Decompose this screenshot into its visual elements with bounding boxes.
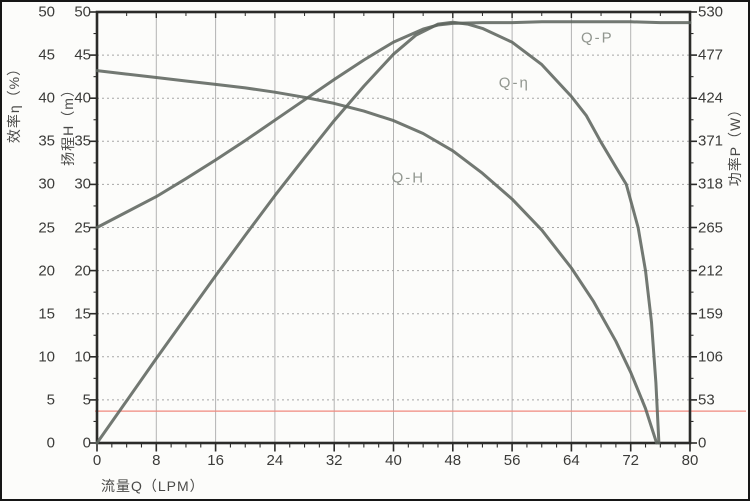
- left-axis-title-efficiency: 效率η（%）: [6, 60, 22, 144]
- efficiency-tick-label: 10: [38, 348, 55, 366]
- power-tick-label: 477: [698, 46, 724, 64]
- head-tick-label: 30: [74, 175, 91, 193]
- power-tick-label: 424: [698, 89, 724, 107]
- efficiency-tick-label: 5: [46, 391, 55, 409]
- curve-Q-η: [95, 20, 661, 445]
- head-tick-label: 25: [74, 219, 91, 236]
- power-tick-label: 265: [698, 219, 724, 236]
- head-tick-label: 35: [74, 132, 91, 150]
- curve-label-Q-H: Q-H: [391, 169, 426, 187]
- power-tick-label: 53: [698, 391, 715, 409]
- efficiency-tick-label: 15: [38, 305, 55, 323]
- curve-Q-P: [95, 20, 692, 229]
- efficiency-tick-label: 40: [38, 89, 55, 107]
- x-tick-label: 64: [563, 452, 580, 469]
- power-tick-label: 212: [698, 262, 724, 280]
- x-axis-title: 流量Q（LPM）: [101, 478, 205, 494]
- efficiency-tick-label: 30: [38, 175, 55, 193]
- head-tick-label: 45: [74, 46, 91, 64]
- x-tick-label: 72: [622, 452, 640, 469]
- x-tick-label: 16: [207, 452, 224, 469]
- curves: [95, 20, 692, 445]
- efficiency-tick-label: 25: [38, 219, 55, 236]
- efficiency-tick-label: 45: [38, 46, 55, 64]
- axis-ticks: [90, 11, 697, 452]
- x-tick-label: 56: [503, 452, 521, 469]
- efficiency-tick-label: 35: [38, 132, 55, 150]
- x-tick-label: 32: [325, 452, 343, 469]
- head-tick-label: 10: [74, 348, 91, 366]
- x-tick-label: 48: [444, 452, 462, 469]
- curve-label-Q-η: Q-η: [498, 74, 530, 92]
- power-tick-label: 318: [698, 175, 724, 193]
- power-tick-label: 371: [698, 132, 724, 150]
- head-tick-label: 5: [82, 391, 91, 409]
- efficiency-tick-label: 0: [46, 434, 55, 452]
- power-tick-label: 159: [698, 305, 724, 323]
- efficiency-tick-label: 50: [38, 3, 55, 21]
- head-tick-label: 0: [82, 434, 91, 452]
- power-tick-label: 106: [698, 348, 724, 366]
- power-tick-label: 530: [698, 3, 724, 21]
- head-tick-label: 40: [74, 89, 91, 107]
- x-tick-label: 24: [266, 452, 284, 469]
- head-tick-label: 50: [74, 3, 91, 21]
- x-tick-label: 8: [152, 452, 161, 469]
- x-tick-label: 0: [92, 452, 102, 469]
- head-tick-label: 20: [74, 262, 91, 280]
- power-tick-label: 0: [698, 434, 707, 452]
- head-tick-label: 15: [74, 305, 91, 323]
- curve-Q-H: [95, 69, 659, 445]
- x-tick-label: 80: [681, 452, 699, 469]
- gridlines: [97, 12, 690, 443]
- x-tick-label: 40: [385, 452, 402, 469]
- efficiency-tick-label: 20: [38, 262, 55, 280]
- curve-label-Q-P: Q-P: [581, 29, 614, 47]
- right-axis-title-power: 功率P（W）: [727, 101, 743, 187]
